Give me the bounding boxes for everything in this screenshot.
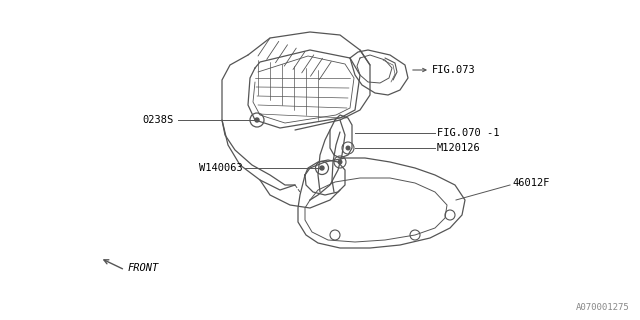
Circle shape <box>320 166 324 170</box>
Circle shape <box>338 160 342 164</box>
Text: FIG.073: FIG.073 <box>432 65 476 75</box>
Circle shape <box>255 118 259 122</box>
Text: FRONT: FRONT <box>128 263 159 273</box>
Text: M120126: M120126 <box>437 143 481 153</box>
Text: FIG.070 -1: FIG.070 -1 <box>437 128 499 138</box>
Text: W140063: W140063 <box>199 163 243 173</box>
Circle shape <box>346 146 350 150</box>
Text: A070001275: A070001275 <box>576 303 630 312</box>
Text: 46012F: 46012F <box>512 178 550 188</box>
Text: 0238S: 0238S <box>143 115 174 125</box>
